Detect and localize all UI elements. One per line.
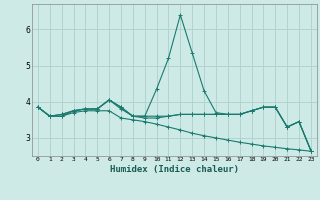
X-axis label: Humidex (Indice chaleur): Humidex (Indice chaleur) xyxy=(110,165,239,174)
